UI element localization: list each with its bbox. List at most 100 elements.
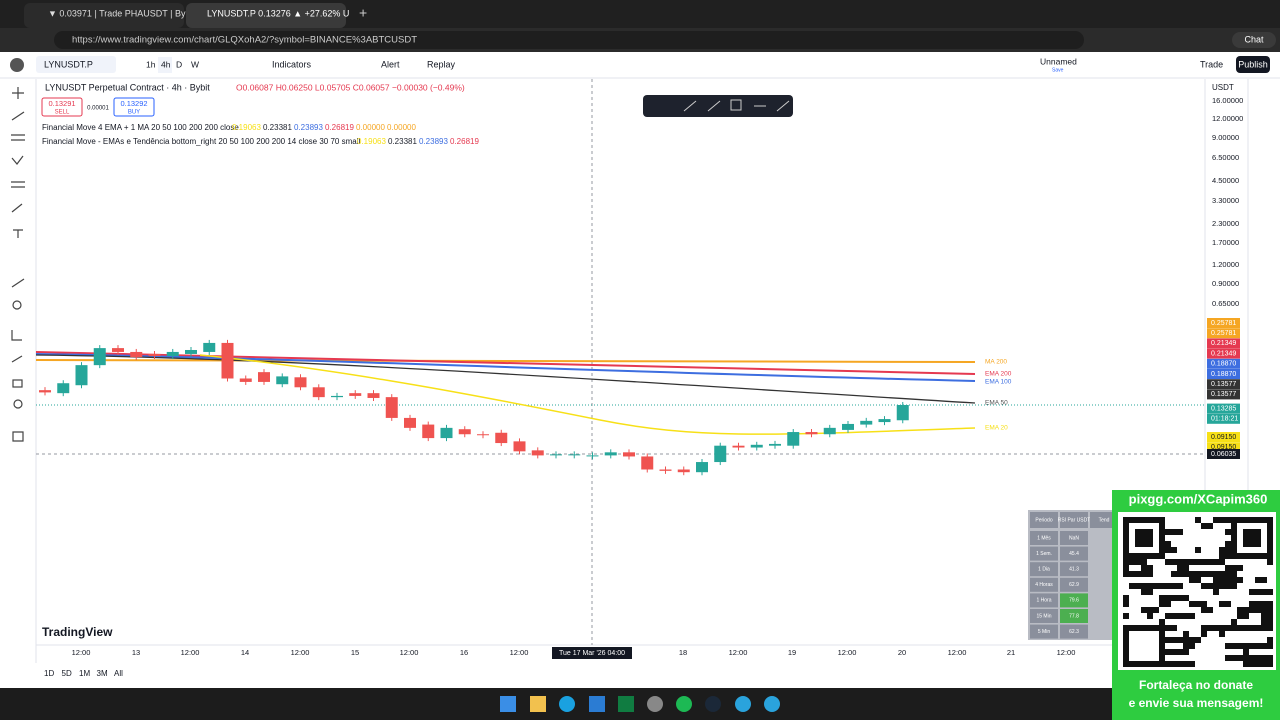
qr-module — [1243, 661, 1249, 667]
qr-module — [1153, 553, 1159, 559]
qr-module — [1141, 607, 1147, 613]
qr-module — [1255, 517, 1261, 523]
candle — [166, 351, 179, 357]
qr-module — [1159, 625, 1165, 631]
indicators[interactable]: Indicators — [272, 59, 312, 69]
qr-module — [1159, 583, 1165, 589]
save[interactable]: Save — [1052, 67, 1064, 73]
legend-ohlc: O0.06087 H0.06250 L0.05705 C0.06057 −0.0… — [236, 82, 465, 92]
qr-module — [1123, 523, 1129, 529]
candle — [531, 450, 544, 456]
new-tab[interactable]: + — [359, 5, 367, 21]
candle — [495, 432, 508, 444]
symbol-button[interactable] — [36, 56, 116, 73]
qr-module — [1207, 607, 1213, 613]
qr-module — [1165, 649, 1171, 655]
alert[interactable]: Alert — [381, 59, 400, 69]
qr-module — [1183, 565, 1189, 571]
qr-module — [1153, 655, 1159, 661]
qr-module — [1261, 535, 1267, 541]
qr-module — [1237, 535, 1243, 541]
interval[interactable]: 4h — [161, 59, 171, 69]
qr-module — [1171, 661, 1177, 667]
qr-module — [1141, 559, 1147, 565]
buy-label: BUY — [128, 110, 140, 116]
qr-module — [1135, 571, 1141, 577]
price-tick: 3.30000 — [1212, 196, 1239, 205]
range-button[interactable]: 1D — [44, 669, 54, 678]
qr-module — [1189, 613, 1195, 619]
interval[interactable]: W — [191, 59, 199, 69]
brand: TradingView — [42, 625, 113, 639]
range-button[interactable]: All — [114, 669, 123, 678]
candle — [239, 378, 252, 382]
url-field[interactable] — [54, 31, 1084, 49]
price-label-bg — [1207, 389, 1240, 400]
qr-module — [1267, 529, 1273, 535]
tab[interactable] — [186, 3, 346, 28]
qr-module — [1231, 571, 1237, 577]
interval[interactable]: D — [176, 59, 182, 69]
candle — [404, 417, 416, 428]
qr-module — [1219, 631, 1225, 637]
candle — [732, 445, 745, 448]
table-text: 62.3 — [1069, 629, 1079, 635]
tab[interactable] — [24, 3, 184, 28]
qr-module — [1171, 625, 1177, 631]
range-button[interactable]: 1M — [79, 669, 90, 678]
qr-module — [1147, 547, 1153, 553]
qr-module — [1261, 529, 1267, 535]
buy-button[interactable] — [113, 97, 155, 117]
candle — [422, 424, 435, 439]
qr-module — [1261, 589, 1267, 595]
price-label-bg — [1207, 318, 1240, 328]
table-cell — [1060, 609, 1088, 623]
range-button[interactable]: 5D — [62, 669, 72, 678]
qr-module — [1231, 529, 1237, 535]
candle — [39, 390, 51, 393]
avatar[interactable] — [10, 58, 24, 72]
qr-module — [1267, 637, 1273, 643]
range-button[interactable]: 3M — [97, 669, 108, 678]
qr-module — [1177, 637, 1183, 643]
qr-module — [1243, 541, 1249, 547]
qr-module — [1171, 613, 1177, 619]
layout-name[interactable]: Unnamed — [1040, 56, 1077, 66]
chat-button[interactable] — [1232, 32, 1276, 48]
ma-label: EMA 50 — [985, 400, 1008, 407]
price-label-bg — [1207, 413, 1240, 424]
qr-module — [1129, 661, 1135, 667]
ma-label: EMA 20 — [985, 425, 1008, 432]
publish-button[interactable] — [1236, 56, 1270, 73]
table-cell — [1060, 531, 1088, 545]
qr-module — [1141, 643, 1147, 649]
trade[interactable]: Trade — [1200, 59, 1223, 69]
qr-module — [1141, 649, 1147, 655]
taskbar-icons — [500, 696, 780, 712]
interval[interactable]: 1h — [146, 59, 156, 69]
qr-module — [1267, 553, 1273, 559]
qr-module — [1129, 535, 1135, 541]
qr-module — [1135, 523, 1141, 529]
qr-module — [1129, 643, 1135, 649]
qr-module — [1237, 547, 1243, 553]
qr-module — [1123, 613, 1129, 619]
candle — [550, 454, 562, 456]
indicator-value: 0.26819 — [450, 137, 479, 146]
replay[interactable]: Replay — [427, 59, 456, 69]
table-header: Tend — [1099, 517, 1110, 523]
indicator-value: 0.19063 — [357, 137, 386, 146]
qr-module — [1237, 607, 1243, 613]
qr-module — [1243, 613, 1249, 619]
qr-module — [1255, 541, 1261, 547]
sell-button[interactable] — [41, 97, 83, 117]
moving-averages — [35, 351, 976, 435]
qr-module — [1243, 517, 1249, 523]
qr-module — [1171, 529, 1177, 535]
qr-module — [1249, 529, 1255, 535]
qr-module — [1123, 643, 1129, 649]
crosshair-label-bg — [1207, 449, 1240, 459]
table-cell — [1030, 562, 1058, 577]
publish: Publish — [1238, 59, 1268, 69]
qr-module — [1135, 535, 1141, 541]
